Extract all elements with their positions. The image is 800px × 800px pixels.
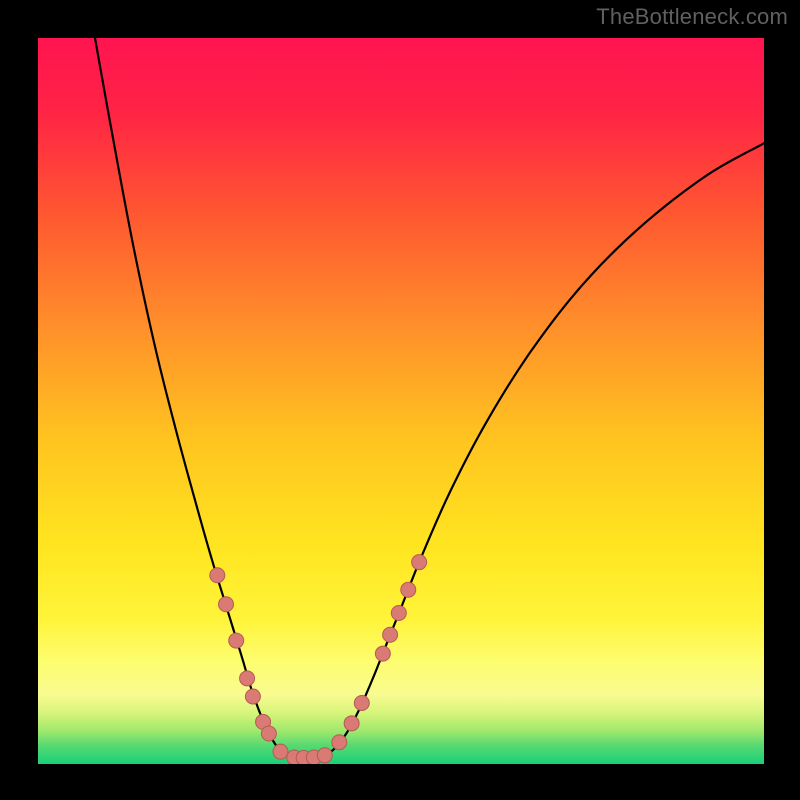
curve-marker (240, 671, 255, 686)
curve-marker (332, 735, 347, 750)
curve-marker (273, 744, 288, 759)
curve-marker (344, 716, 359, 731)
chart-background (38, 38, 764, 764)
watermark-text: TheBottleneck.com (596, 4, 788, 30)
curve-marker (401, 582, 416, 597)
curve-marker (317, 748, 332, 763)
bottleneck-curve-chart (0, 0, 800, 800)
curve-marker (375, 646, 390, 661)
curve-marker (412, 555, 427, 570)
curve-marker (210, 568, 225, 583)
curve-marker (391, 605, 406, 620)
curve-marker (245, 689, 260, 704)
curve-marker (229, 633, 244, 648)
curve-marker (261, 726, 276, 741)
curve-marker (354, 696, 369, 711)
curve-marker (383, 627, 398, 642)
curve-marker (219, 597, 234, 612)
chart-container: TheBottleneck.com (0, 0, 800, 800)
